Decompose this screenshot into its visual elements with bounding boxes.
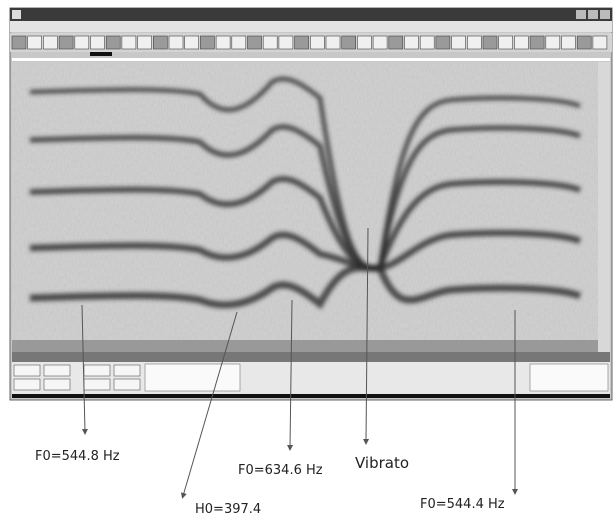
status-panel bbox=[12, 362, 610, 394]
toolbar-button[interactable] bbox=[138, 36, 152, 49]
toolbar-button[interactable] bbox=[91, 36, 105, 49]
toolbar-button[interactable] bbox=[12, 36, 26, 49]
toolbar-button[interactable] bbox=[546, 36, 560, 49]
toolbar-button[interactable] bbox=[122, 36, 136, 49]
status-button[interactable] bbox=[84, 365, 110, 376]
toolbar-button[interactable] bbox=[75, 36, 89, 49]
toolbar-button[interactable] bbox=[200, 36, 214, 49]
toolbar bbox=[10, 33, 612, 52]
toolbar-button[interactable] bbox=[248, 36, 262, 49]
annotation-label: H0=397.4 bbox=[195, 502, 261, 517]
annotation-label: F0=544.4 Hz bbox=[420, 497, 505, 512]
toolbar-button[interactable] bbox=[326, 36, 340, 49]
status-button[interactable] bbox=[44, 365, 70, 376]
toolbar-button[interactable] bbox=[310, 36, 324, 49]
title-bar bbox=[10, 8, 612, 21]
toolbar-button[interactable] bbox=[562, 36, 576, 49]
toolbar-button[interactable] bbox=[357, 36, 371, 49]
toolbar-button[interactable] bbox=[232, 36, 246, 49]
toolbar-button[interactable] bbox=[593, 36, 607, 49]
toolbar-button[interactable] bbox=[153, 36, 167, 49]
toolbar-button[interactable] bbox=[185, 36, 199, 49]
toolbar-button[interactable] bbox=[436, 36, 450, 49]
info-box bbox=[145, 364, 240, 391]
toolbar-button[interactable] bbox=[295, 36, 309, 49]
toolbar-button[interactable] bbox=[28, 36, 42, 49]
toolbar-button[interactable] bbox=[405, 36, 419, 49]
annotation-label: Vibrato bbox=[355, 454, 409, 472]
toolbar-button[interactable] bbox=[389, 36, 403, 49]
toolbar-button[interactable] bbox=[373, 36, 387, 49]
toolbar-button[interactable] bbox=[279, 36, 293, 49]
toolbar-button[interactable] bbox=[43, 36, 57, 49]
toolbar-button[interactable] bbox=[342, 36, 356, 49]
toolbar-button[interactable] bbox=[452, 36, 466, 49]
toolbar-button[interactable] bbox=[483, 36, 497, 49]
annotation-label: F0=634.6 Hz bbox=[238, 463, 323, 478]
screenshot: F0=544.8 Hz H0=397.4 F0=634.6 Hz Vibrato… bbox=[0, 0, 615, 517]
app-window bbox=[10, 8, 612, 400]
toolbar-button[interactable] bbox=[169, 36, 183, 49]
status-button[interactable] bbox=[84, 379, 110, 390]
toolbar-button[interactable] bbox=[577, 36, 591, 49]
status-button[interactable] bbox=[14, 365, 40, 376]
toolbar-button[interactable] bbox=[106, 36, 120, 49]
toolbar-button[interactable] bbox=[467, 36, 481, 49]
status-button[interactable] bbox=[114, 365, 140, 376]
maximize-button[interactable] bbox=[588, 10, 598, 19]
status-button[interactable] bbox=[114, 379, 140, 390]
toolbar-button[interactable] bbox=[59, 36, 73, 49]
menu-bar bbox=[10, 21, 612, 32]
toolbar-button[interactable] bbox=[499, 36, 513, 49]
toolbar-button[interactable] bbox=[216, 36, 230, 49]
info-box bbox=[530, 364, 608, 391]
toolbar-button[interactable] bbox=[263, 36, 277, 49]
minimize-button[interactable] bbox=[576, 10, 586, 19]
status-button[interactable] bbox=[44, 379, 70, 390]
close-button[interactable] bbox=[600, 10, 610, 19]
toolbar-button[interactable] bbox=[514, 36, 528, 49]
status-button[interactable] bbox=[14, 379, 40, 390]
toolbar-button[interactable] bbox=[420, 36, 434, 49]
toolbar-button[interactable] bbox=[530, 36, 544, 49]
annotation-label: F0=544.8 Hz bbox=[35, 449, 120, 464]
spectrogram bbox=[12, 62, 610, 352]
